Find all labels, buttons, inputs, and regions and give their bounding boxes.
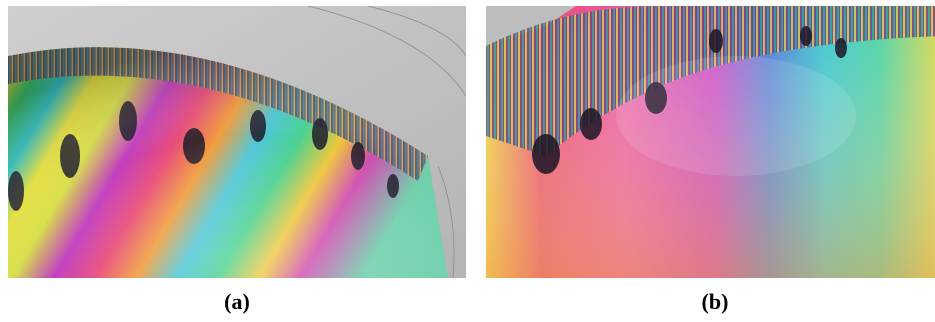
surface-render-a xyxy=(8,6,466,278)
panel-b-caption: (b) xyxy=(701,289,729,314)
render-panel-b xyxy=(486,6,935,278)
render-panel-a xyxy=(8,6,466,278)
panel-a-caption: (a) xyxy=(224,289,250,314)
surface-render-b xyxy=(486,6,935,278)
